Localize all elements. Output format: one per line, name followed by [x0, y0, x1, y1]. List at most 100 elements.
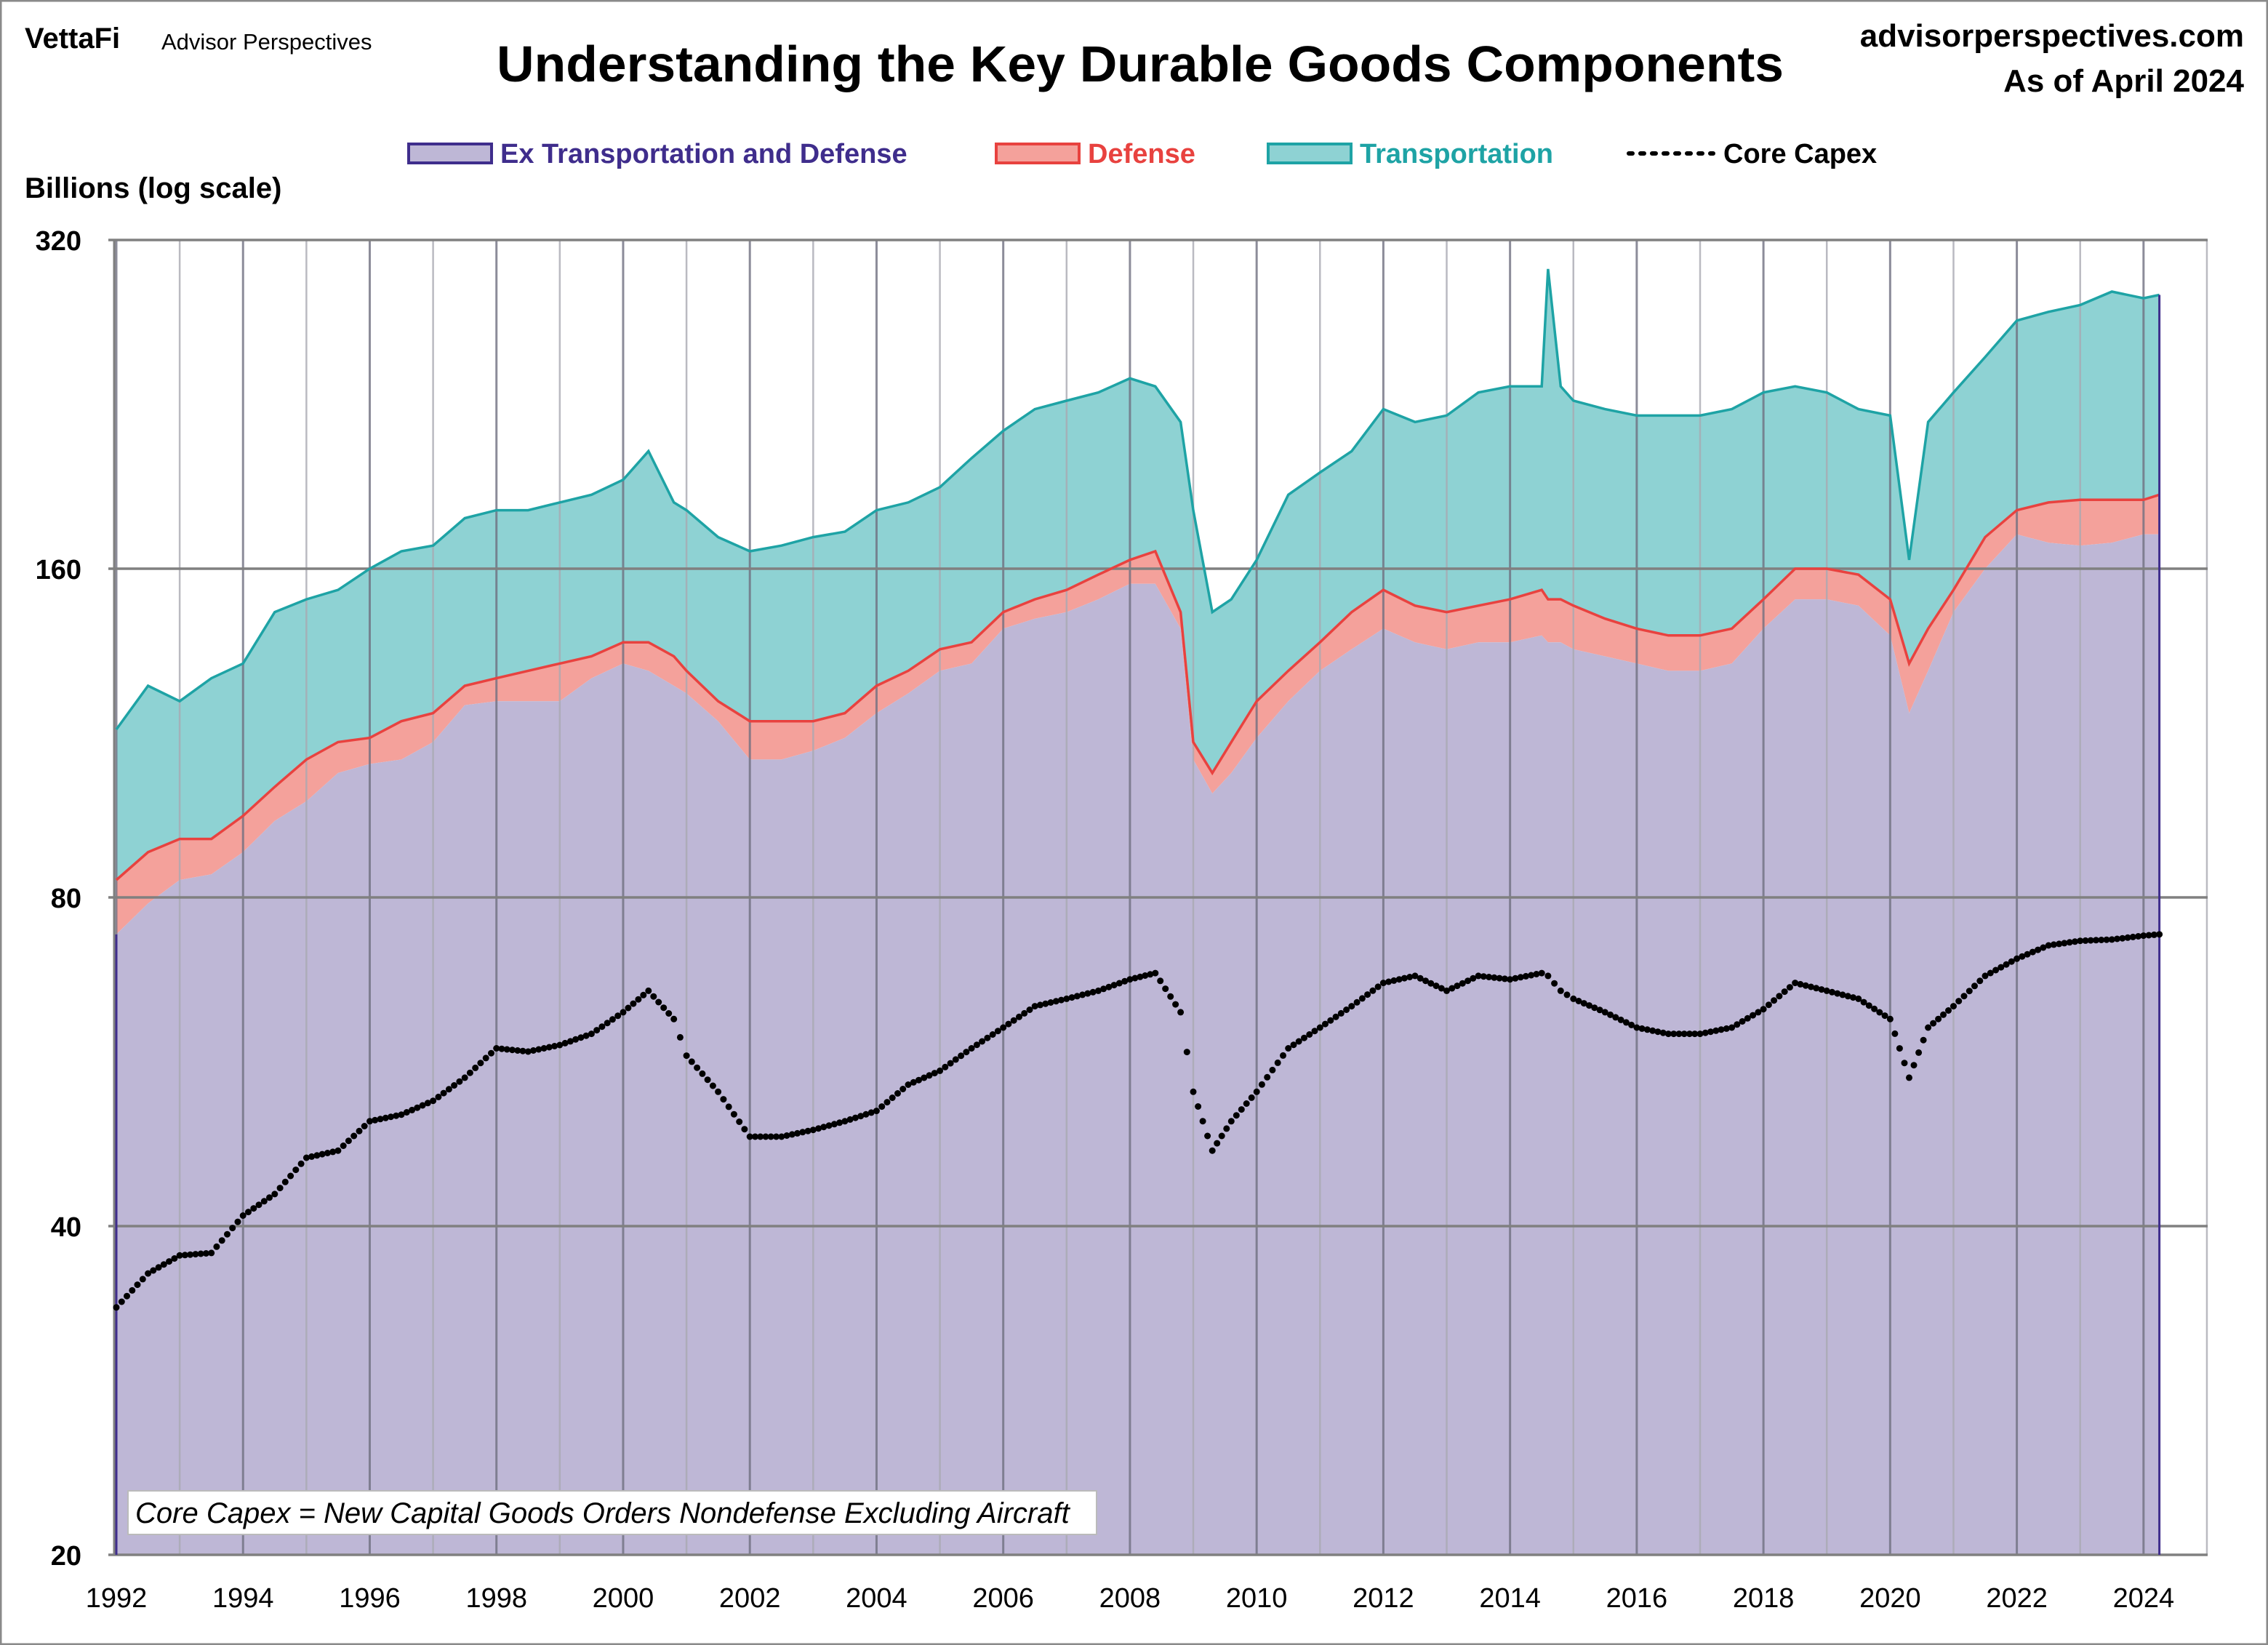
- core-capex-point: [1987, 969, 1994, 977]
- defense-line: [115, 493, 2160, 881]
- core-capex-point: [1823, 987, 1830, 994]
- core-capex-point: [1607, 1011, 1614, 1018]
- core-capex-point: [334, 1147, 342, 1154]
- core-capex-point: [746, 1133, 753, 1140]
- core-capex-point: [1042, 1000, 1049, 1007]
- core-capex-point: [1177, 1009, 1185, 1016]
- core-capex-point: [229, 1225, 236, 1232]
- x-tick-label: 2018: [1733, 1583, 1795, 1614]
- core-capex-point: [281, 1178, 289, 1185]
- core-capex-point: [1290, 1041, 1297, 1049]
- core-capex-point: [1501, 975, 1508, 982]
- core-capex-point: [630, 1000, 637, 1007]
- core-capex-point: [762, 1133, 769, 1140]
- core-capex-point: [1199, 1118, 1206, 1125]
- core-capex-point: [783, 1132, 790, 1139]
- core-capex-point: [1385, 978, 1393, 985]
- core-capex-point: [1664, 1030, 1672, 1038]
- core-capex-point: [1258, 1081, 1265, 1088]
- core-capex-point: [403, 1109, 410, 1116]
- core-capex-point: [1813, 985, 1820, 992]
- core-capex-point: [260, 1198, 268, 1205]
- y-axis-label: Billions (log scale): [25, 172, 281, 204]
- core-capex-point: [1233, 1112, 1240, 1119]
- core-capex-point: [1147, 971, 1154, 978]
- core-capex-point: [905, 1081, 912, 1088]
- core-capex-point: [889, 1094, 896, 1101]
- core-capex-point: [1280, 1052, 1286, 1059]
- core-capex-point: [1781, 988, 1788, 996]
- core-capex-point: [466, 1069, 473, 1076]
- core-capex-point: [1063, 995, 1070, 1002]
- core-capex-point: [968, 1045, 975, 1052]
- core-capex-point: [694, 1064, 701, 1071]
- core-capex-point: [424, 1100, 431, 1107]
- core-capex-point: [1971, 982, 1978, 990]
- core-capex-point: [2024, 950, 2031, 958]
- y-tick-label: 20: [51, 1541, 81, 1572]
- core-capex-point: [1218, 1132, 1225, 1140]
- x-tick-label: 2014: [1479, 1583, 1541, 1614]
- core-capex-point: [561, 1039, 569, 1046]
- core-capex-point: [398, 1111, 405, 1118]
- core-capex-point: [1301, 1034, 1307, 1041]
- core-capex-point: [1337, 1009, 1345, 1017]
- annotation-box: Core Capex = New Capital Goods Orders No…: [127, 1490, 1097, 1535]
- core-capex-point: [1264, 1073, 1271, 1081]
- core-capex-point: [736, 1118, 743, 1125]
- core-capex-point: [830, 1121, 838, 1128]
- core-capex-point: [1037, 1001, 1043, 1009]
- core-capex-point: [1311, 1028, 1318, 1035]
- core-capex-point: [752, 1133, 758, 1140]
- core-capex-point: [1750, 1012, 1757, 1019]
- core-capex-point: [715, 1088, 722, 1095]
- core-capex-point: [2103, 936, 2110, 943]
- ex-transportation-defense-area: [116, 534, 2160, 1555]
- core-capex-point: [989, 1031, 996, 1038]
- core-capex-point: [118, 1298, 125, 1305]
- core-capex-point: [1649, 1027, 1656, 1034]
- core-capex-point: [1195, 1103, 1202, 1110]
- core-capex-point: [1100, 985, 1107, 993]
- core-capex-point: [809, 1126, 817, 1134]
- core-capex-point: [545, 1044, 553, 1051]
- core-capex-point: [1786, 984, 1793, 991]
- core-capex-point: [937, 1067, 944, 1074]
- core-capex-point: [1248, 1094, 1255, 1101]
- core-capex-point: [683, 1052, 690, 1060]
- core-capex-point: [482, 1054, 489, 1062]
- core-capex-point: [134, 1281, 141, 1289]
- core-capex-point: [2093, 937, 2099, 944]
- core-capex-point: [129, 1286, 136, 1294]
- core-capex-point: [1728, 1024, 1736, 1031]
- core-capex-point: [910, 1078, 917, 1086]
- core-capex-point: [1058, 996, 1065, 1004]
- core-capex-point: [604, 1020, 611, 1027]
- core-capex-point: [1586, 1002, 1592, 1009]
- core-capex-point: [1491, 974, 1498, 981]
- core-capex-point: [1126, 976, 1134, 983]
- core-capex-point: [1454, 982, 1461, 990]
- core-capex-point: [1183, 1049, 1190, 1056]
- core-capex-point: [1776, 993, 1783, 1000]
- core-capex-point: [1105, 983, 1113, 990]
- core-capex-point: [1915, 1049, 1923, 1056]
- x-tick-label: 2006: [972, 1583, 1034, 1614]
- core-capex-point: [1886, 1015, 1894, 1022]
- y-tick-label: 40: [51, 1212, 81, 1243]
- x-tick-label: 2022: [1986, 1583, 2048, 1614]
- core-capex-point: [1031, 1003, 1038, 1010]
- core-capex-point: [730, 1110, 737, 1118]
- core-capex-point: [1844, 993, 1851, 1000]
- core-capex-point: [2077, 937, 2084, 945]
- core-capex-point: [1010, 1017, 1017, 1024]
- core-capex-point: [1808, 983, 1814, 990]
- core-capex-point: [1448, 985, 1456, 992]
- core-capex-point: [709, 1082, 716, 1089]
- header: VettaFi Advisor Perspectives Understandi…: [25, 18, 2245, 99]
- core-capex-point: [2087, 937, 2094, 944]
- y-tick-label: 80: [51, 884, 81, 914]
- core-capex-point: [1896, 1045, 1903, 1052]
- core-capex-point: [1612, 1014, 1619, 1021]
- core-capex-point: [393, 1112, 400, 1119]
